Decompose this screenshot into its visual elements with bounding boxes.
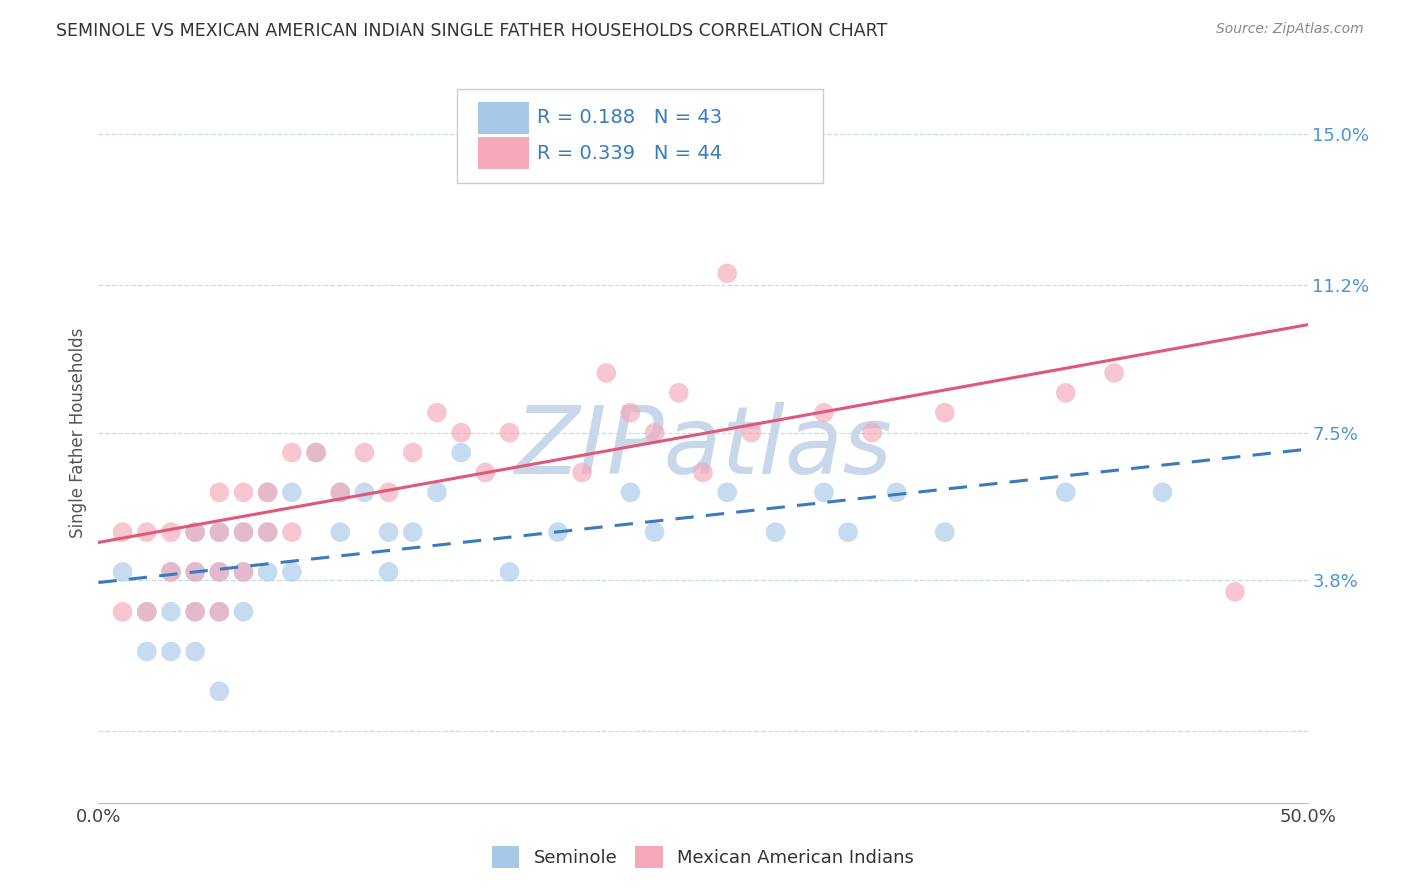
Point [498,565,520,579]
Text: SEMINOLE VS MEXICAN AMERICAN INDIAN SINGLE FATHER HOUSEHOLDS CORRELATION CHART: SEMINOLE VS MEXICAN AMERICAN INDIAN SING… [56,22,887,40]
Point [232,485,254,500]
Point [208,485,231,500]
Point [377,565,399,579]
Point [184,565,207,579]
Y-axis label: Single Father Households: Single Father Households [69,327,87,538]
Text: Source: ZipAtlas.com: Source: ZipAtlas.com [1216,22,1364,37]
Point [644,525,666,540]
Point [1054,485,1077,500]
Point [1102,366,1125,380]
Point [305,445,328,459]
Point [135,605,157,619]
Point [1152,485,1174,500]
Point [184,605,207,619]
Point [208,525,231,540]
Point [256,565,278,579]
Text: ZIPatlas: ZIPatlas [515,402,891,493]
Point [402,525,425,540]
Point [135,605,157,619]
Point [111,605,134,619]
Point [740,425,762,440]
Point [160,565,183,579]
Point [498,425,520,440]
Text: R = 0.188   N = 43: R = 0.188 N = 43 [537,108,723,128]
Point [668,385,690,400]
Point [281,525,304,540]
Point [232,525,254,540]
Point [426,485,449,500]
Point [692,466,714,480]
Point [208,684,231,698]
Point [571,466,593,480]
Point [716,267,738,281]
Point [232,525,254,540]
Point [281,445,304,459]
Point [184,525,207,540]
Point [184,605,207,619]
Point [450,425,472,440]
Point [281,485,304,500]
Point [256,485,278,500]
Point [135,644,157,658]
Point [135,525,157,540]
Point [160,525,183,540]
Point [934,406,956,420]
Point [208,565,231,579]
Point [837,525,859,540]
Point [813,485,835,500]
Text: R = 0.339   N = 44: R = 0.339 N = 44 [537,144,723,163]
Point [474,466,496,480]
Legend: Seminole, Mexican American Indians: Seminole, Mexican American Indians [485,838,921,875]
Point [111,565,134,579]
Point [184,525,207,540]
Point [232,565,254,579]
Point [208,605,231,619]
Point [934,525,956,540]
Point [111,525,134,540]
Point [256,485,278,500]
Point [184,565,207,579]
Point [860,425,883,440]
Point [377,525,399,540]
Point [208,525,231,540]
Point [402,445,425,459]
Point [305,445,328,459]
Point [1054,385,1077,400]
Point [450,445,472,459]
Point [619,406,641,420]
Point [353,445,375,459]
Point [208,605,231,619]
Point [232,565,254,579]
Point [813,406,835,420]
Point [595,366,617,380]
Point [353,485,375,500]
Point [256,525,278,540]
Point [1223,584,1246,599]
Point [160,644,183,658]
Point [377,485,399,500]
Point [160,565,183,579]
Point [329,485,352,500]
Point [160,605,183,619]
Point [547,525,569,540]
Point [232,605,254,619]
Point [256,525,278,540]
Point [716,485,738,500]
Point [765,525,787,540]
Point [619,485,641,500]
Point [329,485,352,500]
Point [692,147,714,161]
Point [208,565,231,579]
Point [281,565,304,579]
Point [886,485,908,500]
Point [426,406,449,420]
Point [644,425,666,440]
Point [184,644,207,658]
Point [329,525,352,540]
